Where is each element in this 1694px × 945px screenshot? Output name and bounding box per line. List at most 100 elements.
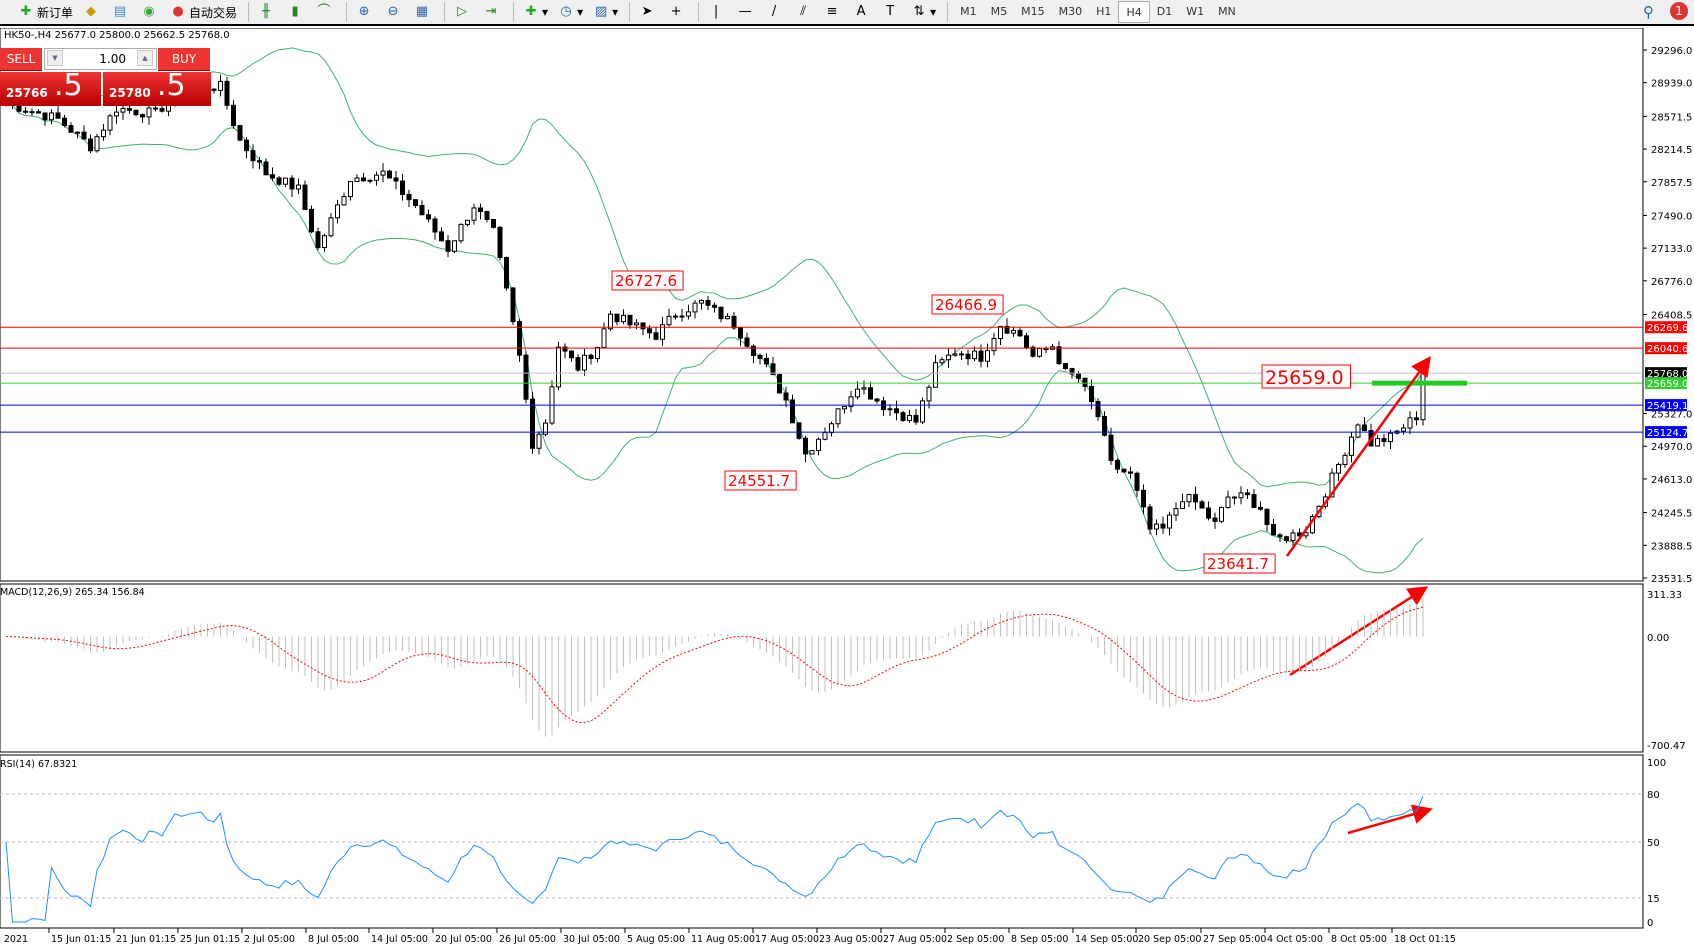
crosshair-button[interactable]: +	[664, 1, 691, 23]
arrows-button[interactable]: ⇅ ▾	[907, 1, 940, 23]
candle	[42, 112, 48, 121]
rsi-label: RSI(14) 67.8321	[0, 759, 78, 770]
horizontal-line-button[interactable]: —	[733, 1, 760, 23]
candle	[796, 422, 802, 439]
lot-decrease-button[interactable]: ▼	[47, 50, 63, 66]
zoom-in-button[interactable]: ⊕	[352, 1, 379, 23]
candle	[556, 346, 561, 388]
candle	[1420, 372, 1426, 421]
candle	[1193, 494, 1198, 503]
indicators-button[interactable]: ✚ ▾	[519, 1, 552, 23]
candle	[1167, 514, 1172, 529]
signal-icon: ◉	[143, 4, 155, 19]
periods-button[interactable]: ◷ ▾	[554, 1, 587, 23]
candle	[419, 204, 425, 216]
candle	[75, 131, 80, 134]
candle	[660, 324, 665, 340]
search-icon[interactable]: ⚲	[1643, 3, 1654, 21]
price-chart[interactable]: 29296.0 28939.0 28571.5 28214.5 27857.5 27490…	[0, 28, 1694, 945]
candle	[1381, 438, 1387, 443]
signals-button[interactable]: ◉	[137, 1, 164, 23]
timeframe-w1[interactable]: W1	[1186, 5, 1205, 18]
chart-shift-button[interactable]: ⇥	[479, 1, 506, 23]
buy-price[interactable]: 25780.5	[103, 68, 211, 106]
candle	[439, 231, 444, 242]
bar-chart-icon: ╫	[262, 4, 270, 19]
auto-scroll-button[interactable]: ▷	[450, 1, 477, 23]
notification-badge[interactable]: 1	[1670, 2, 1688, 20]
sell-button[interactable]: SELL	[0, 48, 42, 71]
lot-increase-button[interactable]: ▲	[137, 50, 153, 66]
price-annotation-box	[1261, 364, 1351, 389]
timeframe-d1[interactable]: D1	[1156, 5, 1173, 18]
fibonacci-button[interactable]: ≡	[820, 1, 847, 23]
tile-windows-button[interactable]: ▦	[410, 1, 437, 23]
candle	[530, 398, 535, 449]
text-label-button[interactable]: T	[878, 1, 905, 23]
date-axis-label: 27 Aug 05:00	[883, 934, 947, 945]
market-watch-button[interactable]: ◆	[79, 1, 106, 23]
date-axis-label: 8 Oct 05:00	[1331, 934, 1387, 945]
candle	[809, 450, 815, 455]
candle	[159, 108, 165, 112]
channel-button[interactable]: ⫽	[791, 1, 818, 23]
candle	[393, 177, 399, 182]
price-annotation: 24551.7	[728, 472, 790, 490]
date-axis-label: 15 Jun 01:15	[51, 934, 111, 945]
date-axis-label: 23 Aug 05:00	[819, 934, 883, 945]
line-chart-button[interactable]: ⌒	[312, 1, 339, 23]
data-window-button[interactable]: ▤	[108, 1, 135, 23]
timeframe-m1[interactable]: M1	[960, 5, 977, 18]
price-axis-label: 27133.0	[1651, 244, 1692, 255]
price-series	[3, 47, 1426, 574]
candle	[309, 208, 314, 233]
divider	[629, 2, 631, 22]
candle	[1284, 536, 1289, 542]
candle	[146, 107, 152, 118]
bar-chart-button[interactable]: ╫	[254, 1, 281, 23]
candle	[504, 256, 509, 289]
candle	[1225, 496, 1231, 508]
candle	[153, 107, 158, 110]
timeframe-m15[interactable]: M15	[1021, 5, 1045, 18]
date-axis-label: 2 Jul 05:00	[244, 934, 295, 945]
timeframe-mn[interactable]: MN	[1218, 5, 1236, 18]
lot-size-input[interactable]: 1.00	[44, 48, 157, 70]
timeframe-m5[interactable]: M5	[990, 5, 1008, 18]
candle	[1160, 523, 1166, 529]
sell-price[interactable]: 25766.5	[0, 68, 101, 106]
templates-button[interactable]: ▨ ▾	[594, 4, 619, 19]
candle	[471, 207, 477, 221]
zoom-out-button[interactable]: ⊖	[381, 1, 408, 23]
auto-trading-button[interactable]: ● 自动交易	[166, 1, 241, 23]
candle	[387, 170, 392, 179]
candle	[803, 437, 808, 455]
price-tag-label: 26269.6	[1647, 323, 1688, 334]
new-order-button[interactable]: ✚ 新订单	[14, 1, 77, 23]
trendline-button[interactable]: /	[762, 1, 789, 23]
candlestick-button[interactable]: ▮	[283, 1, 310, 23]
timeframe-h1[interactable]: H1	[1096, 5, 1112, 18]
date-axis-label: 30 Jul 05:00	[563, 934, 620, 945]
buy-button[interactable]: BUY	[158, 48, 210, 71]
timeframe-m30[interactable]: M30	[1058, 5, 1083, 18]
database-icon: ▤	[113, 4, 127, 19]
text-icon: A	[856, 4, 866, 19]
candle	[1147, 506, 1153, 530]
text-label-icon: T	[886, 4, 895, 19]
candle	[621, 314, 626, 323]
candle	[250, 150, 256, 162]
date-axis-label: 17 Aug 05:00	[755, 934, 819, 945]
vertical-line-button[interactable]: |	[704, 1, 731, 23]
candle	[1030, 346, 1036, 357]
text-button[interactable]: A	[849, 1, 876, 23]
crosshair-icon: +	[670, 4, 682, 19]
candle	[1056, 346, 1062, 365]
candle	[900, 412, 906, 421]
cursor-button[interactable]: ➤	[635, 1, 662, 23]
candle	[894, 408, 899, 414]
price-axis-label: 24245.5	[1651, 509, 1692, 520]
channel-icon: ⫽	[800, 4, 807, 19]
timeframe-h4[interactable]: H4	[1118, 1, 1150, 23]
candle	[510, 287, 516, 323]
